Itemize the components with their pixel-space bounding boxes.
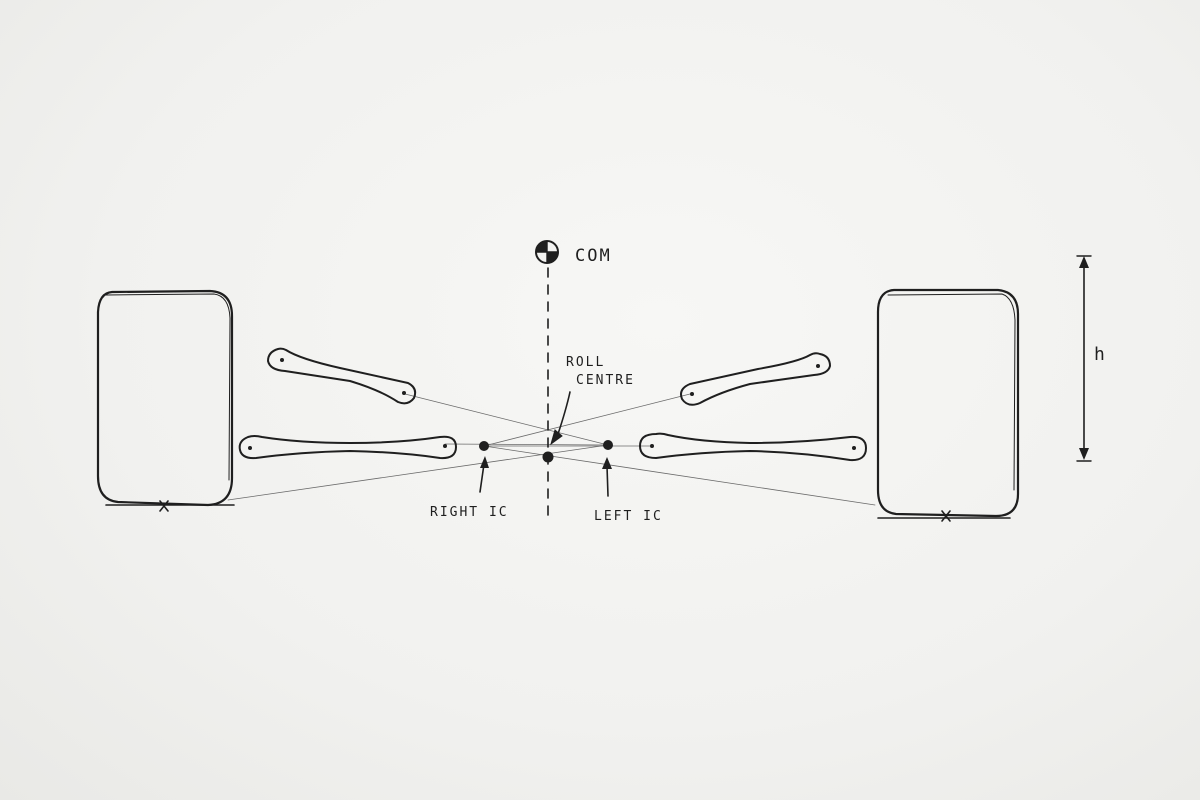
left-ic-arrow <box>602 457 612 497</box>
left-wheel-sketch-overstroke <box>105 293 231 481</box>
height-label: h <box>1094 344 1107 365</box>
left-upper-arm-balljoint <box>402 391 406 395</box>
right-upper-arm-balljoint <box>690 392 694 396</box>
right-contact-mark <box>941 510 951 522</box>
left-wheel <box>96 289 234 507</box>
height-dimension <box>1076 255 1092 462</box>
left-upper-arm-pivot <box>280 358 284 362</box>
left-contact-mark <box>159 500 169 512</box>
right-upper-arm-pivot <box>816 364 820 368</box>
left-lower-arm-pivot <box>248 446 252 450</box>
right-ic-label: RIGHT IC <box>430 505 509 520</box>
left-upper-arm-extension <box>404 393 609 446</box>
left-ic-label: LEFT IC <box>594 509 663 524</box>
com-symbol <box>535 240 559 264</box>
right-upper-arm <box>680 352 831 406</box>
right-upper-arm-extension <box>483 393 691 447</box>
roll-centre-point <box>542 451 554 463</box>
right-ic-point <box>479 441 489 451</box>
left-ic-point <box>603 440 613 450</box>
right-wheel-sketch-overstroke <box>887 293 1016 491</box>
roll-centre-arrow <box>550 391 571 446</box>
left-upper-arm <box>267 347 417 405</box>
roll-centre-label-line2: CENTRE <box>576 373 635 388</box>
right-ic-arrow <box>479 456 489 493</box>
right-lower-arm-pivot <box>650 444 654 448</box>
right-lower-arm-balljoint <box>852 446 856 450</box>
com-label: COM <box>575 246 612 266</box>
construction-lines <box>227 393 876 506</box>
left-lower-arm-balljoint <box>443 444 447 448</box>
left-lower-arm-extension <box>444 443 609 446</box>
roll-centre-label-line1: ROLL <box>566 355 605 370</box>
left-lower-arm <box>238 435 457 460</box>
right-lower-arm <box>639 432 867 462</box>
right-wheel <box>876 288 1020 518</box>
